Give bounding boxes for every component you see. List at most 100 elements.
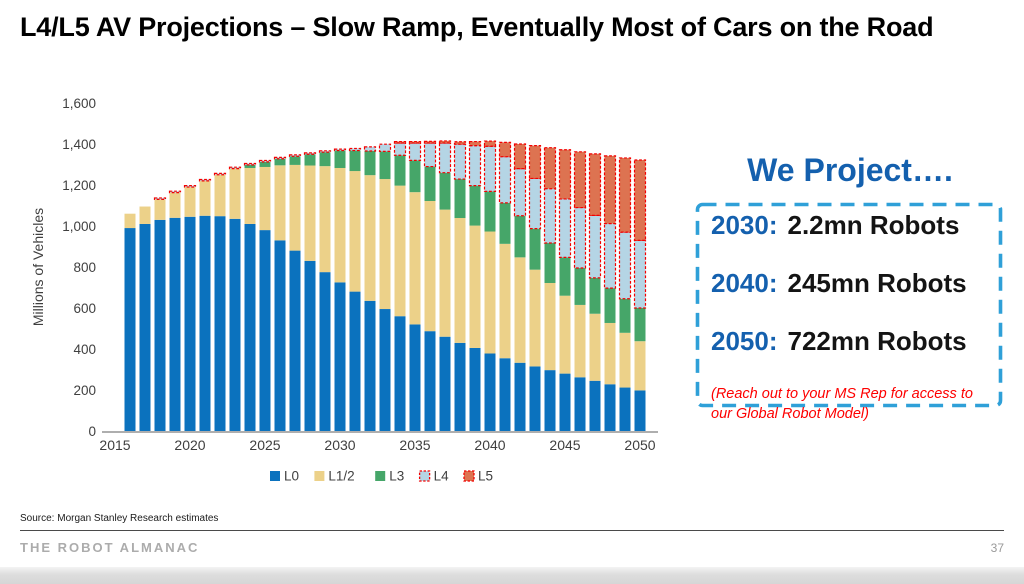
slide-title: L4/L5 AV Projections – Slow Ramp, Eventu…: [20, 12, 934, 42]
projection-year: 2050:: [711, 326, 778, 356]
bar-segment-L0: [124, 228, 136, 431]
projection-row: 2030: 2.2mn Robots: [711, 210, 991, 241]
bar-segment-L0: [394, 316, 406, 431]
legend-label-L4: L4: [434, 469, 450, 484]
bar-segment-L1/2: [589, 313, 601, 381]
bar-segment-L3: [634, 308, 646, 342]
bar-segment-L5: [438, 140, 452, 144]
bars-group: [124, 140, 647, 432]
bar-segment-L0: [199, 215, 211, 431]
bar-segment-L5: [408, 140, 422, 144]
bar-segment-L0: [619, 387, 631, 431]
bar-segment-L1/2: [469, 225, 481, 348]
bar-segment-L0: [469, 347, 481, 431]
bar-segment-L1/2: [619, 332, 631, 388]
legend-label-L3: L3: [389, 469, 404, 484]
bar-segment-L0: [364, 300, 376, 431]
bar-segment-L0: [499, 358, 511, 431]
bar-segment-L3: [349, 150, 361, 172]
footer-brand: THE ROBOT ALMANAC: [20, 540, 200, 555]
bar-segment-L0: [334, 282, 346, 432]
svg-text:600: 600: [73, 301, 96, 316]
bar-segment-L4: [423, 142, 437, 168]
bar-segment-L3: [559, 257, 571, 296]
bar-segment-L3: [514, 215, 526, 258]
bar-segment-L4: [168, 190, 182, 194]
bar-segment-L1/2: [274, 165, 286, 241]
svg-text:1,200: 1,200: [62, 178, 96, 193]
bar-segment-L1/2: [394, 185, 406, 317]
projection-box-border: [695, 202, 1003, 408]
bar-segment-L3: [484, 191, 496, 232]
bar-segment-L5: [633, 159, 647, 241]
svg-text:2020: 2020: [174, 437, 205, 453]
bar-segment-L0: [544, 370, 556, 431]
svg-text:2050: 2050: [624, 437, 655, 453]
bar-segment-L5: [423, 140, 437, 144]
bar-segment-L1/2: [409, 192, 421, 325]
bar-segment-L4: [183, 185, 197, 188]
bar-segment-L0: [229, 218, 241, 431]
y-axis-title: Millions of Vehicles: [30, 208, 46, 326]
legend-swatch-L5: [463, 470, 475, 482]
bar-segment-L3: [544, 243, 556, 283]
bar-segment-L4: [468, 145, 482, 187]
bar-segment-L0: [154, 219, 166, 431]
bar-segment-L4: [558, 198, 572, 258]
bar-segment-L1/2: [259, 166, 271, 231]
bar-segment-L0: [274, 240, 286, 431]
legend-swatch-L0: [270, 471, 280, 481]
bar-segment-L0: [409, 324, 421, 431]
bar-segment-L0: [454, 342, 466, 431]
bar-segment-L0: [139, 223, 151, 431]
bar-segment-L3: [304, 154, 316, 166]
bar-segment-L0: [259, 230, 271, 431]
projection-year: 2040:: [711, 268, 778, 298]
source-note: Source: Morgan Stanley Research estimate…: [20, 513, 219, 524]
bar-segment-L4: [543, 188, 557, 244]
bar-segment-L1/2: [184, 187, 196, 217]
svg-text:400: 400: [73, 342, 96, 357]
bar-segment-L5: [618, 157, 632, 233]
bar-segment-L0: [169, 217, 181, 431]
bar-segment-L1/2: [319, 166, 331, 273]
bar-segment-L0: [634, 390, 646, 431]
bar-segment-L1/2: [169, 192, 181, 218]
bar-segment-L4: [528, 177, 542, 230]
bar-segment-L4: [318, 150, 332, 153]
bar-segment-L1/2: [529, 269, 541, 367]
y-tick-labels: 0 200 400 600 800 1,000 1,200 1,400 1,600: [62, 96, 96, 439]
svg-text:1,600: 1,600: [62, 96, 96, 111]
bar-segment-L1/2: [454, 218, 466, 343]
bar-segment-L1/2: [514, 257, 526, 363]
bar-segment-L0: [529, 366, 541, 432]
legend-swatch-L1/2: [314, 471, 325, 481]
bar-segment-L5: [573, 151, 587, 209]
bar-segment-L3: [424, 166, 436, 201]
bar-segment-L1/2: [199, 180, 211, 216]
bar-segment-L4: [453, 143, 467, 180]
bar-segment-L4: [363, 146, 377, 152]
bar-segment-L1/2: [634, 341, 646, 391]
bar-segment-L3: [259, 161, 271, 167]
bar-segment-L5: [543, 147, 557, 190]
bar-segment-L3: [529, 228, 541, 270]
bar-segment-L1/2: [484, 231, 496, 354]
bar-segment-L1/2: [289, 164, 301, 251]
bar-segment-L1/2: [424, 200, 436, 332]
bar-segment-L5: [603, 155, 617, 225]
svg-text:2025: 2025: [249, 437, 280, 453]
bar-segment-L1/2: [349, 171, 361, 292]
svg-text:800: 800: [73, 260, 96, 275]
bar-segment-L3: [604, 288, 616, 323]
bar-segment-L5: [528, 145, 542, 180]
projection-title: We Project….: [747, 152, 953, 188]
svg-text:1,400: 1,400: [62, 137, 96, 152]
bar-segment-L5: [558, 149, 572, 200]
bar-segment-L4: [258, 159, 272, 163]
bar-segment-L5: [453, 141, 467, 145]
bar-segment-L1/2: [229, 168, 241, 219]
projection-value: 2.2mn Robots: [787, 210, 960, 240]
bar-segment-L5: [468, 140, 482, 147]
